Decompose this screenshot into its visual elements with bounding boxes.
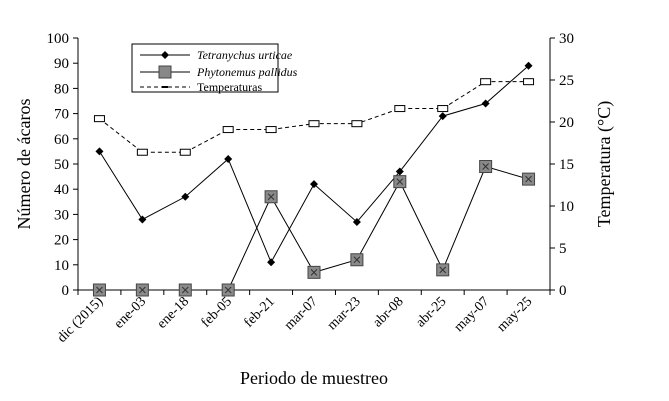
point-tetranychus	[524, 61, 533, 70]
point-phytonemus-cross	[353, 256, 361, 264]
legend-box	[131, 43, 279, 93]
point-phytonemus-cross	[267, 193, 275, 201]
point-temperaturas	[480, 78, 492, 86]
point-tetranychus	[95, 147, 104, 156]
x-tick-label: mar-07	[282, 294, 321, 333]
legend-label-temperaturas: Temperaturas	[197, 80, 262, 94]
x-tick-label: dic (2015)	[55, 294, 107, 346]
right-y-tick-label: 15	[559, 157, 574, 173]
right-y-tick-label: 5	[559, 241, 567, 257]
point-temperaturas	[222, 126, 234, 134]
left-y-tick-label: 100	[47, 31, 70, 47]
left-y-tick-label: 30	[54, 207, 69, 223]
point-phytonemus-cross	[310, 269, 318, 276]
point-tetranychus	[352, 217, 361, 226]
x-tick-label: ene-18	[155, 294, 193, 332]
x-tick-label: abr-08	[370, 294, 406, 330]
point-phytonemus-cross	[139, 286, 146, 294]
point-tetranychus	[224, 154, 233, 163]
point-temperaturas	[394, 105, 406, 113]
x-tick-label: mar-23	[325, 294, 364, 333]
point-temperaturas	[93, 115, 105, 123]
left-y-tick-label: 50	[54, 157, 69, 173]
point-temperaturas	[523, 78, 535, 86]
x-tick-label: may-25	[495, 294, 536, 335]
series-layer	[92, 61, 536, 297]
right-y-tick-label: 20	[559, 115, 574, 131]
legend-label-tetranychus: Tetranychus urticae	[197, 48, 293, 62]
point-tetranychus	[395, 167, 404, 176]
right-y-tick-label: 25	[559, 73, 574, 89]
left-y-tick-label: 40	[54, 182, 69, 198]
point-temperaturas	[308, 120, 320, 128]
left-y-tick-label: 60	[54, 132, 69, 148]
point-phytonemus-cross	[181, 286, 189, 294]
left-y-tick-label: 10	[54, 258, 69, 274]
left-y-tick-label: 0	[62, 283, 70, 299]
legend-label-phytonemus: Phytonemus pallidus	[196, 65, 298, 79]
point-phytonemus-cross	[525, 175, 532, 183]
point-tetranychus	[267, 258, 276, 267]
left-y-tick-label: 70	[54, 107, 69, 123]
right-y-ticks: 0 5 10 15 20 25 30	[550, 31, 574, 299]
x-tick-label: may-07	[452, 294, 493, 335]
point-temperaturas	[265, 126, 277, 134]
legend-marker-tetranychus	[161, 51, 169, 59]
x-ticks: dic (2015) ene-03 ene-18 feb-05 feb-21 mar-07…	[55, 290, 551, 346]
y-axis-label: Número de ácaros	[14, 99, 34, 230]
legend-marker-phytonemus	[158, 65, 172, 79]
x-tick-label: feb-21	[241, 294, 277, 330]
left-y-tick-label: 20	[54, 233, 69, 249]
point-tetranychus	[310, 180, 318, 189]
left-y-tick-label: 90	[54, 56, 69, 72]
point-temperaturas	[179, 148, 191, 156]
x-tick-label: abr-25	[413, 294, 449, 330]
point-temperaturas	[437, 105, 449, 113]
x-axis-label: Periodo de muestreo	[240, 368, 388, 388]
point-phytonemus-cross	[482, 163, 489, 170]
legend: Tetranychus urticae Phytonemus pallidus …	[131, 43, 298, 94]
point-temperaturas	[136, 148, 148, 156]
left-y-ticks: 0 10 20 30 40 50 60 70 80 90 100	[47, 31, 78, 299]
point-tetranychus	[181, 192, 190, 201]
right-y-tick-label: 10	[559, 199, 574, 215]
y2-axis-label: Temperatura (°C)	[594, 101, 615, 227]
point-phytonemus-cross	[439, 266, 447, 274]
point-temperaturas	[351, 120, 363, 128]
point-phytonemus-cross	[224, 286, 232, 294]
point-tetranychus	[438, 112, 447, 121]
x-tick-label: ene-03	[112, 294, 150, 332]
legend-marker-temperaturas	[162, 86, 168, 88]
right-y-tick-label: 30	[559, 31, 574, 47]
point-tetranychus	[138, 215, 147, 224]
x-tick-label: feb-05	[199, 294, 235, 330]
point-tetranychus	[481, 99, 490, 108]
point-phytonemus-cross	[396, 178, 404, 185]
point-phytonemus-cross	[96, 286, 103, 294]
right-y-tick-label: 0	[559, 283, 567, 299]
left-y-tick-label: 80	[54, 81, 69, 97]
